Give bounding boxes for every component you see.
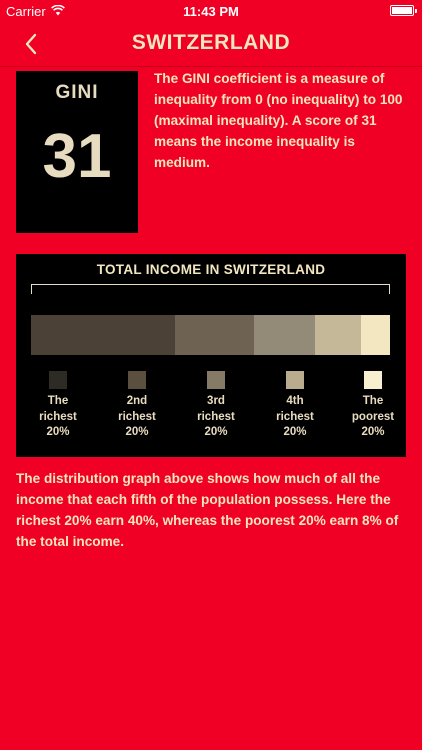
- income-bar-segment-5: [361, 315, 390, 355]
- status-bar: Carrier 11:43 PM: [0, 0, 422, 22]
- gini-description: The GINI coefficient is a measure of ine…: [154, 71, 403, 170]
- status-left: Carrier: [6, 4, 65, 19]
- legend-label: The poorest 20%: [351, 395, 395, 438]
- legend-label: 3rd richest 20%: [197, 395, 235, 438]
- status-time: 11:43 PM: [183, 4, 239, 19]
- legend-item-3: 3rd richest 20%: [181, 371, 251, 441]
- legend-item-2: 2nd richest 20%: [102, 371, 172, 441]
- legend-label: 4th richest 20%: [276, 395, 314, 438]
- legend-swatch: [364, 371, 382, 389]
- page-title: SWITZERLAND: [131, 31, 291, 54]
- legend-swatch: [286, 371, 304, 389]
- legend-label: The richest 20%: [39, 395, 77, 438]
- legend-swatch: [49, 371, 67, 389]
- income-distribution-card: TOTAL INCOME IN SWITZERLAND The richest 20…: [16, 254, 406, 457]
- income-bar-segment-1: [31, 315, 175, 355]
- legend-swatch: [207, 371, 225, 389]
- distribution-legend: The richest 20% 2nd richest 20% 3rd richest 20% 4…: [16, 371, 406, 451]
- wifi-icon: [50, 4, 65, 19]
- navigation-bar: SWITZERLAND: [0, 22, 422, 66]
- chevron-left-icon: [25, 33, 37, 55]
- income-bar-segment-4: [314, 315, 362, 355]
- distribution-explanation: The distribution graph above shows how m…: [16, 471, 399, 549]
- back-button[interactable]: [18, 30, 46, 58]
- legend-item-4: 4th richest 20%: [260, 371, 330, 441]
- nav-divider: [0, 66, 422, 67]
- income-share-bar: [31, 315, 390, 355]
- battery-icon: [390, 5, 417, 16]
- gini-value: 31: [42, 122, 112, 191]
- legend-label: 2nd richest 20%: [118, 395, 156, 438]
- carrier-label: Carrier: [6, 4, 46, 19]
- legend-swatch: [128, 371, 146, 389]
- income-bar-segment-3: [253, 315, 315, 355]
- legend-item-1: The richest 20%: [23, 371, 93, 441]
- income-bar-segment-2: [174, 315, 254, 355]
- gini-label: GINI: [55, 82, 99, 103]
- distribution-title: TOTAL INCOME IN SWITZERLAND: [96, 262, 326, 277]
- gini-score-card: GINI 31: [16, 71, 138, 233]
- legend-item-5: The poorest 20%: [338, 371, 408, 441]
- distribution-bracket: [31, 284, 390, 294]
